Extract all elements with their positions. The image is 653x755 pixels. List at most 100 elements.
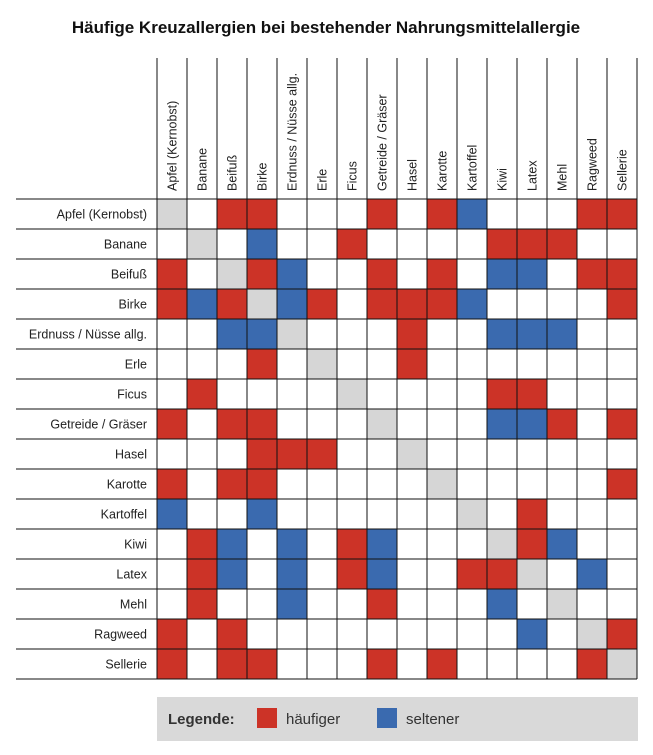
cell-mehl--mehl [547,589,577,619]
cell-ragweed--kiwi [487,619,517,649]
cell-karotte--hasel [397,469,427,499]
cell-erdnuss-n-sse-allg--karotte [427,319,457,349]
cell-erle--birke [247,349,277,379]
cell-birke--erdnuss-n-sse-allg [277,289,307,319]
cell-kartoffel--beifu [217,499,247,529]
cell-mehl--banane [187,589,217,619]
cell-mehl--getreide-gr-ser [367,589,397,619]
cell-birke--karotte [427,289,457,319]
cell-ficus--beifu [217,379,247,409]
cell-hasel--hasel [397,439,427,469]
cell-apfel-kernobst--erdnuss-n-sse-allg [277,199,307,229]
column-label-apfel-kernobst: Apfel (Kernobst) [166,101,180,191]
cell-erdnuss-n-sse-allg--hasel [397,319,427,349]
cell-getreide-gr-ser--mehl [547,409,577,439]
column-label-sellerie: Sellerie [616,149,630,191]
cell-kiwi--sellerie [607,529,637,559]
cell-latex--erdnuss-n-sse-allg [277,559,307,589]
column-label-karotte: Karotte [436,151,450,191]
cell-mehl--ragweed [577,589,607,619]
cell-ficus--sellerie [607,379,637,409]
row-label-beifu: Beifuß [111,268,147,282]
cell-apfel-kernobst--sellerie [607,199,637,229]
legend: Legende: häufiger seltener [157,697,638,741]
cell-kartoffel--karotte [427,499,457,529]
cell-karotte--ragweed [577,469,607,499]
cell-latex--beifu [217,559,247,589]
cell-ragweed--apfel-kernobst [157,619,187,649]
cell-kiwi--apfel-kernobst [157,529,187,559]
cell-ficus--hasel [397,379,427,409]
cell-birke--kiwi [487,289,517,319]
cell-kartoffel--ragweed [577,499,607,529]
cell-beifu--sellerie [607,259,637,289]
cell-getreide-gr-ser--getreide-gr-ser [367,409,397,439]
cell-mehl--apfel-kernobst [157,589,187,619]
cell-hasel--banane [187,439,217,469]
cell-beifu--hasel [397,259,427,289]
cell-sellerie--mehl [547,649,577,679]
cell-erle--erdnuss-n-sse-allg [277,349,307,379]
cell-kiwi--latex [517,529,547,559]
cell-banane--ficus [337,229,367,259]
cell-birke--hasel [397,289,427,319]
cell-latex--latex [517,559,547,589]
cell-getreide-gr-ser--banane [187,409,217,439]
cell-getreide-gr-ser--erle [307,409,337,439]
row-label-kiwi: Kiwi [124,538,147,552]
cell-banane--latex [517,229,547,259]
column-label-banane: Banane [196,148,210,191]
cell-kiwi--erdnuss-n-sse-allg [277,529,307,559]
cell-kartoffel--kiwi [487,499,517,529]
cell-mehl--kiwi [487,589,517,619]
cell-birke--mehl [547,289,577,319]
column-label-birke: Birke [256,162,270,191]
cell-mehl--erle [307,589,337,619]
cell-hasel--ficus [337,439,367,469]
cell-ficus--kartoffel [457,379,487,409]
cell-beifu--getreide-gr-ser [367,259,397,289]
cell-getreide-gr-ser--ficus [337,409,367,439]
row-label-karotte: Karotte [107,478,147,492]
cell-getreide-gr-ser--kartoffel [457,409,487,439]
cell-beifu--erdnuss-n-sse-allg [277,259,307,289]
cell-mehl--ficus [337,589,367,619]
cell-erdnuss-n-sse-allg--erdnuss-n-sse-allg [277,319,307,349]
cell-karotte--karotte [427,469,457,499]
cell-getreide-gr-ser--birke [247,409,277,439]
cell-kiwi--getreide-gr-ser [367,529,397,559]
row-label-ficus: Ficus [117,388,147,402]
row-label-erdnuss-n-sse-allg: Erdnuss / Nüsse allg. [29,328,147,342]
cell-latex--birke [247,559,277,589]
cell-hasel--latex [517,439,547,469]
cell-erle--ficus [337,349,367,379]
cell-erdnuss-n-sse-allg--kartoffel [457,319,487,349]
legend-label-seltener: seltener [406,711,459,728]
row-label-birke: Birke [119,298,148,312]
chart-title: Häufige Kreuzallergien bei bestehender N… [72,18,580,37]
cell-beifu--karotte [427,259,457,289]
cell-ragweed--mehl [547,619,577,649]
cell-banane--birke [247,229,277,259]
cell-karotte--getreide-gr-ser [367,469,397,499]
cell-kartoffel--erle [307,499,337,529]
cell-banane--getreide-gr-ser [367,229,397,259]
column-label-kartoffel: Kartoffel [466,145,480,191]
cell-birke--beifu [217,289,247,319]
cell-kiwi--mehl [547,529,577,559]
cell-ficus--latex [517,379,547,409]
cell-latex--hasel [397,559,427,589]
column-label-hasel: Hasel [406,159,420,191]
column-label-ragweed: Ragweed [586,138,600,191]
column-label-erdnuss-n-sse-allg: Erdnuss / Nüsse allg. [286,73,300,191]
cell-kiwi--beifu [217,529,247,559]
row-label-getreide-gr-ser: Getreide / Gräser [50,418,147,432]
cell-hasel--apfel-kernobst [157,439,187,469]
cell-hasel--karotte [427,439,457,469]
cell-birke--kartoffel [457,289,487,319]
cell-kartoffel--sellerie [607,499,637,529]
cell-latex--karotte [427,559,457,589]
cell-erdnuss-n-sse-allg--getreide-gr-ser [367,319,397,349]
column-label-erle: Erle [316,169,330,191]
cell-beifu--banane [187,259,217,289]
